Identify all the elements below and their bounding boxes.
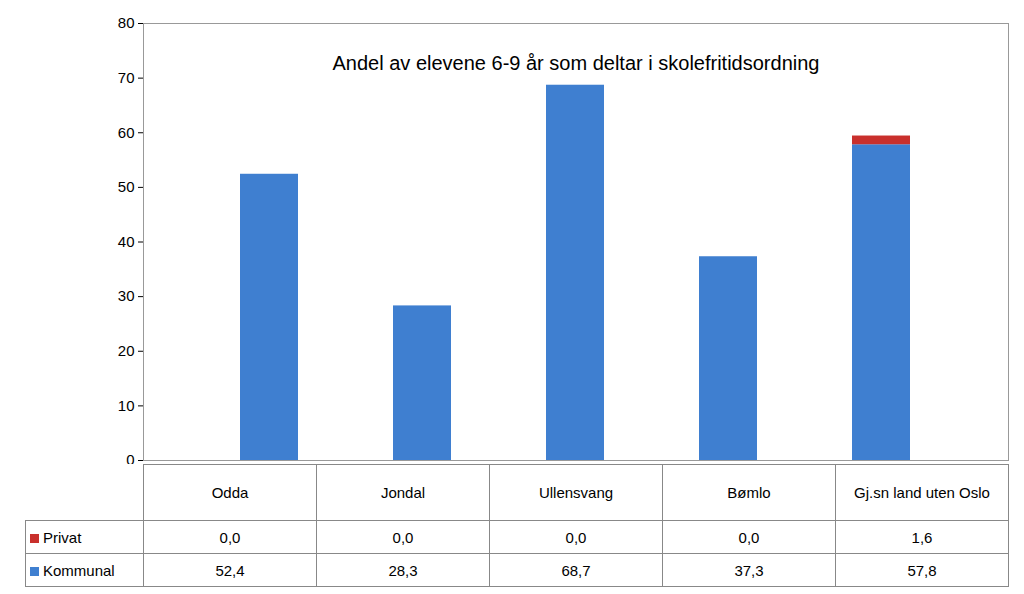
html-text:Odda: Odda — [211, 484, 249, 501]
html-text:57,8: 57,8 — [907, 561, 937, 579]
html-text:Kommunal: Kommunal — [43, 561, 115, 579]
html-text:52,4: 52,4 — [215, 561, 245, 579]
svg-text:10: 10 — [118, 397, 135, 414]
svg-text:40: 40 — [118, 233, 135, 250]
html-text:68,7: 68,7 — [561, 561, 591, 579]
svg-text:0: 0 — [126, 451, 134, 464]
html-text:Ullensvang: Ullensvang — [538, 484, 614, 501]
svg-text:80: 80 — [118, 14, 135, 31]
html-text:28,3: 28,3 — [388, 561, 418, 579]
svg-text:Andel av elevene 6-9 år som de: Andel av elevene 6-9 år som deltar i sko… — [333, 52, 820, 74]
html-text:0,0: 0,0 — [392, 528, 414, 546]
html-text:37,3: 37,3 — [734, 561, 764, 579]
html-text:Bømlo: Bømlo — [727, 484, 771, 501]
svg-text:20: 20 — [118, 342, 135, 359]
html-text:0,0: 0,0 — [738, 528, 760, 546]
html-text:Privat: Privat — [43, 528, 82, 546]
html-text:1,6: 1,6 — [911, 528, 933, 546]
svg-text:60: 60 — [118, 124, 135, 141]
html-text:Jondal: Jondal — [380, 484, 426, 501]
html-text:0,0: 0,0 — [219, 528, 241, 546]
svg-text:30: 30 — [118, 287, 135, 304]
svg-text:50: 50 — [118, 178, 135, 195]
html-text:Gj.sn land uten Oslo: Gj.sn land uten Oslo — [854, 484, 990, 501]
svg-text:70: 70 — [118, 69, 135, 86]
html-text:0,0: 0,0 — [565, 528, 587, 546]
